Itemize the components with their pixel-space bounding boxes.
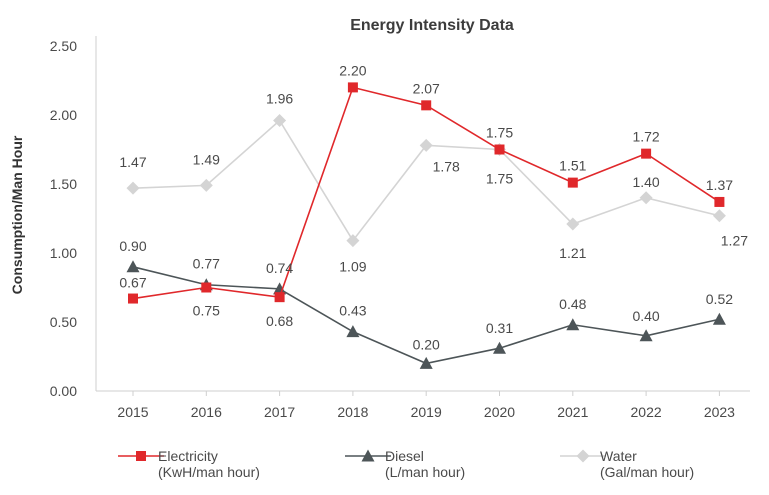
x-tick-label: 2017 [264, 404, 295, 420]
diesel-data-label: 0.52 [706, 291, 733, 307]
water-data-label: 1.09 [339, 259, 366, 275]
electricity-point [421, 100, 432, 111]
electricity-data-label: 0.67 [119, 275, 146, 291]
water-legend-unit: (Gal/man hour) [600, 464, 694, 480]
electricity-data-label: 2.20 [339, 62, 366, 78]
chart-title: Energy Intensity Data [350, 17, 514, 34]
electricity-point [714, 196, 725, 207]
water-legend-marker [576, 449, 590, 463]
diesel-data-label: 0.40 [632, 308, 659, 324]
series-layer: 1.47 1.49 1.96 1.09 1.78 1.75 1.21 1.40 1.27 0.90… [119, 62, 748, 369]
y-axis-title: Consumption/Man Hour [9, 135, 25, 294]
electricity-data-label: 0.75 [193, 303, 220, 319]
water-series-line [132, 119, 720, 242]
diesel-data-label: 0.43 [339, 303, 366, 319]
water-data-label: 1.75 [486, 171, 513, 187]
axes: 0.00 0.50 1.00 1.50 2.00 2.50 2015 2016 2017 2018… [50, 36, 750, 420]
water-data-label: 1.27 [721, 233, 748, 249]
electricity-point [201, 282, 212, 293]
y-tick-label: 2.00 [50, 107, 77, 123]
water-point [199, 178, 213, 192]
x-tick-label: 2023 [704, 404, 735, 420]
water-data-label: 1.21 [559, 245, 586, 261]
diesel-legend-marker [361, 449, 375, 462]
water-point [346, 234, 360, 248]
water-data-label: 1.78 [433, 158, 460, 174]
electricity-data-label: 2.07 [413, 80, 440, 96]
electricity-legend-marker [136, 451, 146, 461]
diesel-data-label: 0.20 [413, 336, 440, 352]
electricity-point [567, 177, 578, 188]
electricity-series-line [132, 86, 720, 300]
electricity-point [274, 292, 285, 303]
electricity-data-label: 0.68 [266, 313, 293, 329]
x-tick-label: 2021 [557, 404, 588, 420]
diesel-point [493, 341, 506, 354]
y-tick-label: 0.00 [50, 383, 77, 399]
y-tick-label: 0.50 [50, 314, 77, 330]
electricity-point [347, 82, 358, 93]
electricity-point [128, 293, 138, 304]
water-data-label: 1.40 [632, 174, 659, 190]
diesel-data-label: 0.31 [486, 320, 513, 336]
diesel-point [419, 356, 433, 369]
diesel-legend-unit: (L/man hour) [385, 464, 465, 480]
x-tick-label: 2015 [117, 404, 148, 420]
x-tick-label: 2016 [191, 404, 222, 420]
diesel-legend-name: Diesel [385, 448, 424, 464]
x-tick-label: 2022 [631, 404, 662, 420]
diesel-point [126, 260, 140, 273]
legend: Electricity(KwH/man hour) Diesel(L/man ho… [118, 448, 694, 480]
diesel-point [273, 282, 287, 295]
water-data-label: 1.96 [266, 91, 293, 107]
diesel-point [566, 318, 580, 331]
electricity-data-label: 1.37 [706, 177, 733, 193]
water-point [639, 191, 653, 205]
diesel-point [712, 312, 726, 325]
electricity-data-label: 1.51 [559, 158, 586, 174]
x-tick-label: 2018 [337, 404, 368, 420]
y-tick-label: 1.50 [50, 176, 77, 192]
diesel-point [346, 325, 360, 338]
electricity-data-label: 1.72 [632, 129, 659, 145]
electricity-point [641, 148, 652, 159]
water-data-label: 1.49 [193, 151, 220, 167]
electricity-legend-unit: (KwH/man hour) [158, 464, 260, 480]
diesel-data-label: 0.74 [266, 260, 293, 276]
water-point [273, 114, 287, 128]
y-tick-label: 1.00 [50, 245, 77, 261]
y-tick-label: 2.50 [50, 38, 77, 54]
water-point [126, 181, 140, 195]
x-tick-label: 2019 [411, 404, 442, 420]
diesel-point [639, 329, 653, 342]
water-data-label: 1.47 [119, 154, 146, 170]
electricity-data-label: 1.75 [486, 125, 513, 141]
electricity-point [494, 144, 505, 155]
water-point [419, 138, 433, 152]
diesel-data-label: 0.90 [119, 238, 146, 254]
electricity-legend-name: Electricity [158, 448, 218, 464]
water-legend-name: Water [600, 448, 637, 464]
water-point [712, 209, 726, 223]
water-point [566, 217, 580, 231]
diesel-data-label: 0.48 [559, 296, 586, 312]
x-tick-label: 2020 [484, 404, 515, 420]
diesel-data-label: 0.77 [193, 256, 220, 272]
